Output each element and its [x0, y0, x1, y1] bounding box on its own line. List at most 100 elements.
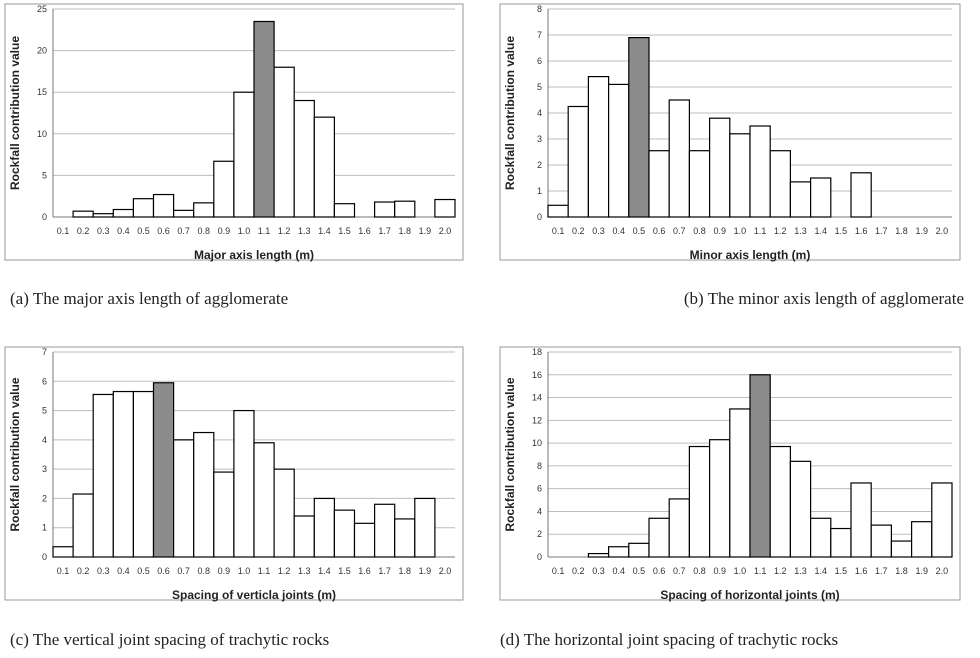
- panel-a-bar-1.0: [233, 91, 255, 218]
- panel-a-y-tick-label: 5: [42, 170, 47, 180]
- panel-c-x-tick-label: 1.7: [378, 566, 391, 576]
- panel-b-y-tick-label: 3: [537, 134, 542, 144]
- panel-d-frame: [499, 346, 961, 601]
- panel-c-y-tick-label: 1: [42, 523, 47, 533]
- panel-d-x-tick-label: 1.4: [814, 566, 827, 576]
- panel-a-x-tick-label: 1.8: [398, 226, 411, 236]
- panel-c-bar-1.2: [273, 468, 295, 558]
- panel-b-y-tick-label: 5: [537, 82, 542, 92]
- panel-c-bar-1.3: [293, 515, 315, 558]
- panel-a-y-tick-label: 0: [42, 212, 47, 222]
- panel-b-bar-0.9: [708, 117, 731, 218]
- panel-c-x-tick-label: 1.2: [278, 566, 291, 576]
- panel-a-y-tick-label: 10: [37, 129, 47, 139]
- panel-c-x-tick-label: 0.3: [97, 566, 110, 576]
- panel-a-x-tick-label: 1.5: [338, 226, 351, 236]
- panel-b-x-tick-label: 0.9: [713, 226, 726, 236]
- panel-a-bar-1.7: [374, 201, 396, 218]
- panel-c-y-axis-label: Rockfall contribution value: [8, 377, 22, 531]
- panel-c-x-tick-label: 1.6: [358, 566, 371, 576]
- panel-d-x-tick-label: 2.0: [936, 566, 949, 576]
- panel-d-bar-1.5: [830, 527, 852, 558]
- panel-d-x-tick-label: 1.2: [774, 566, 787, 576]
- panel-a-bar-0.5: [132, 198, 155, 218]
- panel-b-bar-0.1: [547, 204, 569, 218]
- panel-a-bar-1.5: [333, 203, 356, 218]
- panel-a-bar-0.6: [152, 193, 175, 218]
- panel-a-bar-2.0: [434, 198, 456, 218]
- panel-d-x-tick-label: 0.2: [572, 566, 585, 576]
- panel-c-x-tick-label: 0.4: [117, 566, 130, 576]
- panel-a-bar-1.2: [273, 66, 295, 218]
- panel-a-x-tick-label: 0.2: [77, 226, 90, 236]
- panel-b-x-tick-label: 0.1: [552, 226, 565, 236]
- panel-d-x-tick-label: 0.3: [592, 566, 605, 576]
- chart-panel-b: 0 1 2 3 4 5 6 7 8 0.1 0.2 0.3 0.4 0.5 0.6 0.7 0.8 0.9 1.0 1…: [499, 3, 961, 262]
- panel-a-bar-0.7: [173, 209, 195, 218]
- panel-a-y-tick-label: 15: [37, 87, 47, 97]
- panel-a-bar-0.3: [92, 213, 114, 218]
- panel-a-x-tick-label: 1.7: [378, 226, 391, 236]
- panel-c-bar-1.1: [253, 442, 275, 558]
- panel-d-x-tick-label: 1.5: [835, 566, 848, 576]
- panel-a-y-tick-label: 25: [37, 4, 47, 14]
- panel-a-frame: [4, 3, 464, 261]
- panel-d-bar-0.9: [708, 439, 731, 558]
- panel-d-x-tick-label: 1.0: [734, 566, 747, 576]
- panel-b-y-tick-label: 0: [537, 212, 542, 222]
- panel-c-bar-1.6: [353, 522, 376, 558]
- panel-d-y-tick-label: 2: [537, 529, 542, 539]
- caption-c: (c) The vertical joint spacing of trachy…: [10, 630, 329, 649]
- panel-d-y-tick-label: 8: [537, 461, 542, 471]
- panel-c-bar-0.8: [193, 431, 215, 558]
- panel-a-x-tick-label: 1.1: [258, 226, 271, 236]
- panel-c-bar-1.4: [313, 497, 335, 558]
- panel-c-x-tick-label: 0.1: [57, 566, 70, 576]
- panel-a-y-axis-label: Rockfall contribution value: [8, 36, 22, 190]
- panel-b-bar-0.4: [607, 83, 630, 218]
- panel-a-x-tick-label: 1.2: [278, 226, 291, 236]
- panel-a-x-tick-label: 0.1: [57, 226, 70, 236]
- panel-d-bar-0.7: [668, 498, 691, 558]
- panel-c-x-tick-label: 1.8: [398, 566, 411, 576]
- panel-c-y-tick-label: 7: [42, 347, 47, 357]
- panel-b-x-tick-label: 0.8: [693, 226, 706, 236]
- panel-b-x-tick-label: 0.6: [653, 226, 666, 236]
- panel-d-x-tick-label: 0.6: [653, 566, 666, 576]
- panel-d-x-tick-label: 1.7: [875, 566, 888, 576]
- panel-d-x-tick-label: 0.5: [633, 566, 646, 576]
- caption-d: (d) The horizontal joint spacing of trac…: [500, 630, 838, 649]
- panel-b-bar-0.5: [628, 36, 650, 218]
- panel-b-y-tick-label: 2: [537, 160, 542, 170]
- panel-a-x-tick-label: 1.0: [238, 226, 251, 236]
- panel-c-y-tick-label: 0: [42, 552, 47, 562]
- panel-b-bar-1.4: [809, 177, 832, 218]
- panel-b-x-tick-label: 0.2: [572, 226, 585, 236]
- panel-a-x-tick-label: 0.7: [177, 226, 190, 236]
- panel-a-bar-0.9: [213, 160, 235, 218]
- panel-d-bar-1.9: [910, 521, 933, 558]
- panel-d-bar-0.3: [587, 552, 610, 558]
- panel-a-x-tick-label: 1.6: [358, 226, 371, 236]
- panel-c-bar-0.7: [173, 439, 195, 558]
- panel-b-x-tick-label: 0.3: [592, 226, 605, 236]
- panel-c-bar-0.5: [132, 390, 155, 558]
- panel-c-y-tick-label: 4: [42, 435, 47, 445]
- panel-b-x-tick-label: 1.4: [814, 226, 827, 236]
- panel-a-bar-1.4: [313, 116, 335, 218]
- panel-c-bar-0.9: [213, 471, 235, 558]
- panel-c-x-tick-label: 0.9: [218, 566, 231, 576]
- caption-a: (a) The major axis length of agglomerate: [10, 289, 288, 308]
- panel-d-y-tick-label: 12: [532, 415, 542, 425]
- chart-panel-c: 0 1 2 3 4 5 6 7 0.1 0.2 0.3 0.4 0.5 0.6 0.7 0.8 0.9 1.0 1.…: [4, 346, 464, 602]
- panel-a-bar-0.8: [193, 202, 215, 218]
- panel-b-x-tick-label: 1.7: [875, 226, 888, 236]
- panel-c-bar-1.5: [333, 509, 356, 558]
- panel-b-x-tick-label: 1.9: [915, 226, 928, 236]
- panel-c-x-tick-label: 0.6: [157, 566, 170, 576]
- panel-a-x-tick-label: 0.5: [137, 226, 150, 236]
- panel-c-x-tick-label: 1.1: [258, 566, 271, 576]
- panel-a-bar-0.2: [72, 210, 94, 218]
- panel-c-bar-1.8: [394, 518, 416, 558]
- panel-d-bar-1.7: [870, 524, 893, 558]
